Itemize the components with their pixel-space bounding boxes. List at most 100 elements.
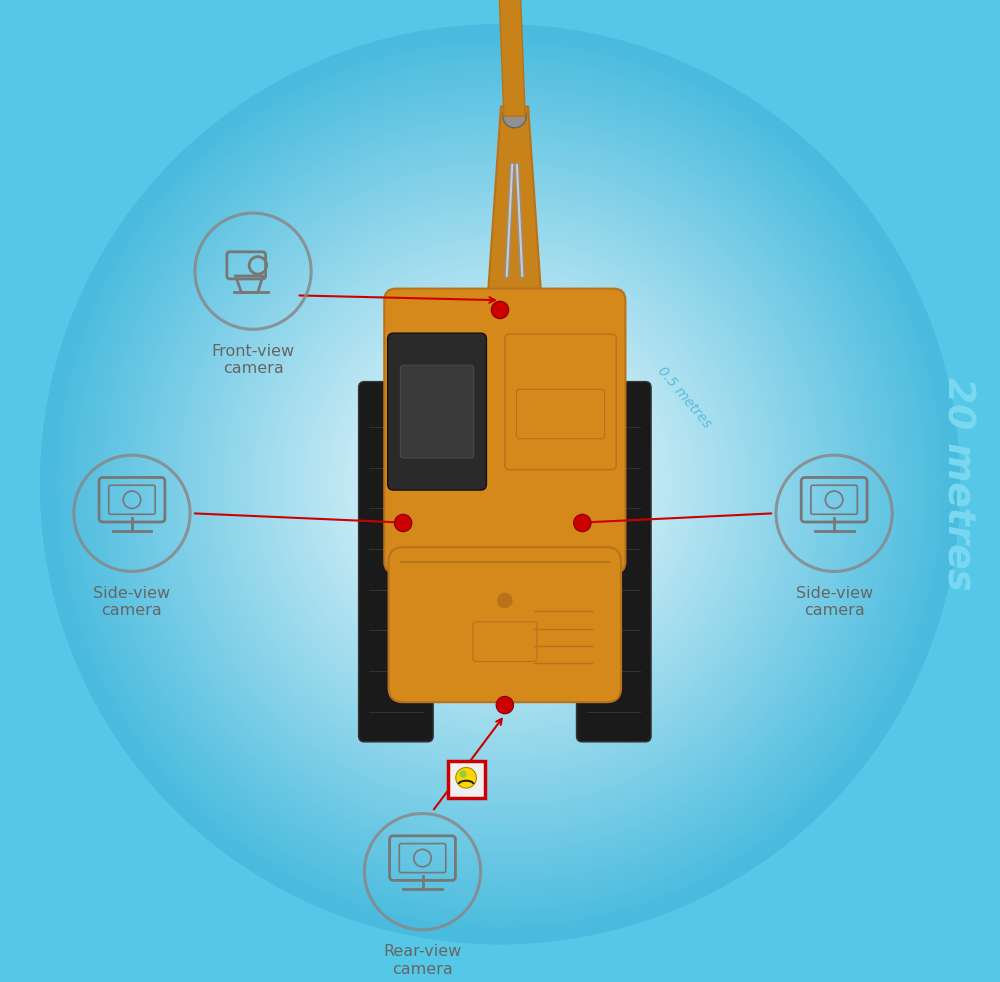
Text: Side-view
camera: Side-view camera (93, 586, 171, 619)
Circle shape (201, 186, 799, 784)
Circle shape (258, 243, 742, 726)
Circle shape (368, 352, 632, 617)
Circle shape (276, 260, 724, 709)
Circle shape (270, 254, 730, 714)
Circle shape (408, 392, 592, 576)
Circle shape (503, 105, 526, 128)
Circle shape (189, 174, 811, 794)
Circle shape (496, 696, 514, 714)
FancyBboxPatch shape (577, 382, 651, 741)
Circle shape (477, 462, 523, 508)
Circle shape (212, 196, 788, 772)
Circle shape (419, 404, 581, 565)
Circle shape (402, 387, 598, 582)
Circle shape (459, 771, 467, 778)
Circle shape (138, 122, 862, 846)
Circle shape (442, 427, 558, 542)
Circle shape (74, 59, 926, 909)
FancyBboxPatch shape (388, 333, 486, 490)
Circle shape (172, 156, 828, 812)
FancyBboxPatch shape (384, 289, 625, 573)
Circle shape (92, 76, 908, 893)
Circle shape (69, 53, 931, 915)
Circle shape (350, 335, 650, 633)
Text: 0.5 metres: 0.5 metres (654, 363, 714, 430)
Circle shape (437, 421, 563, 548)
Circle shape (299, 283, 701, 685)
Text: Front-view
camera: Front-view camera (211, 344, 295, 376)
Circle shape (230, 214, 770, 754)
Circle shape (149, 134, 851, 835)
Circle shape (264, 248, 736, 720)
Polygon shape (488, 106, 541, 296)
Circle shape (460, 444, 540, 524)
Circle shape (456, 768, 476, 789)
Circle shape (339, 323, 661, 645)
Circle shape (103, 87, 897, 881)
Circle shape (373, 357, 627, 611)
Circle shape (155, 139, 845, 829)
Circle shape (109, 93, 891, 875)
Text: Side-view
camera: Side-view camera (796, 586, 873, 619)
Circle shape (161, 145, 839, 824)
Circle shape (97, 82, 903, 887)
Circle shape (178, 162, 822, 806)
Circle shape (391, 375, 609, 593)
Circle shape (471, 456, 529, 513)
Circle shape (491, 301, 509, 318)
Circle shape (51, 35, 949, 933)
Circle shape (40, 25, 960, 945)
Text: 20 metres: 20 metres (939, 377, 975, 591)
Circle shape (281, 266, 719, 703)
Circle shape (57, 41, 943, 927)
Circle shape (396, 381, 604, 588)
Circle shape (488, 472, 512, 496)
Circle shape (425, 409, 575, 559)
Circle shape (224, 208, 776, 760)
FancyBboxPatch shape (389, 547, 621, 702)
Polygon shape (499, 0, 525, 116)
Circle shape (379, 363, 621, 605)
Circle shape (115, 99, 885, 869)
Circle shape (207, 191, 793, 778)
Text: Rear-view
camera: Rear-view camera (383, 945, 462, 977)
FancyBboxPatch shape (400, 365, 474, 458)
Circle shape (126, 110, 874, 858)
Circle shape (80, 65, 920, 904)
Circle shape (247, 231, 753, 737)
Circle shape (143, 128, 857, 841)
Circle shape (431, 415, 569, 553)
Circle shape (345, 329, 655, 639)
Circle shape (166, 150, 834, 818)
Circle shape (287, 271, 713, 697)
Circle shape (86, 71, 914, 899)
Circle shape (235, 220, 765, 748)
Circle shape (46, 30, 954, 939)
Circle shape (293, 277, 707, 691)
Circle shape (63, 47, 937, 921)
Circle shape (483, 467, 517, 502)
FancyBboxPatch shape (505, 334, 616, 469)
Circle shape (322, 306, 678, 663)
Circle shape (414, 398, 586, 571)
Circle shape (333, 317, 667, 651)
Circle shape (362, 347, 638, 623)
Circle shape (218, 202, 782, 766)
Circle shape (184, 168, 816, 800)
Circle shape (241, 226, 759, 743)
Circle shape (494, 478, 506, 490)
Circle shape (356, 341, 644, 628)
Circle shape (316, 300, 684, 669)
Circle shape (120, 105, 880, 864)
Circle shape (448, 432, 552, 536)
FancyBboxPatch shape (359, 382, 433, 741)
Circle shape (304, 289, 696, 680)
Circle shape (310, 295, 690, 674)
Circle shape (497, 593, 513, 608)
Circle shape (327, 311, 673, 657)
Circle shape (394, 515, 412, 531)
Circle shape (465, 450, 535, 518)
Circle shape (132, 116, 868, 852)
Circle shape (454, 438, 546, 530)
Bar (448, 761, 485, 798)
